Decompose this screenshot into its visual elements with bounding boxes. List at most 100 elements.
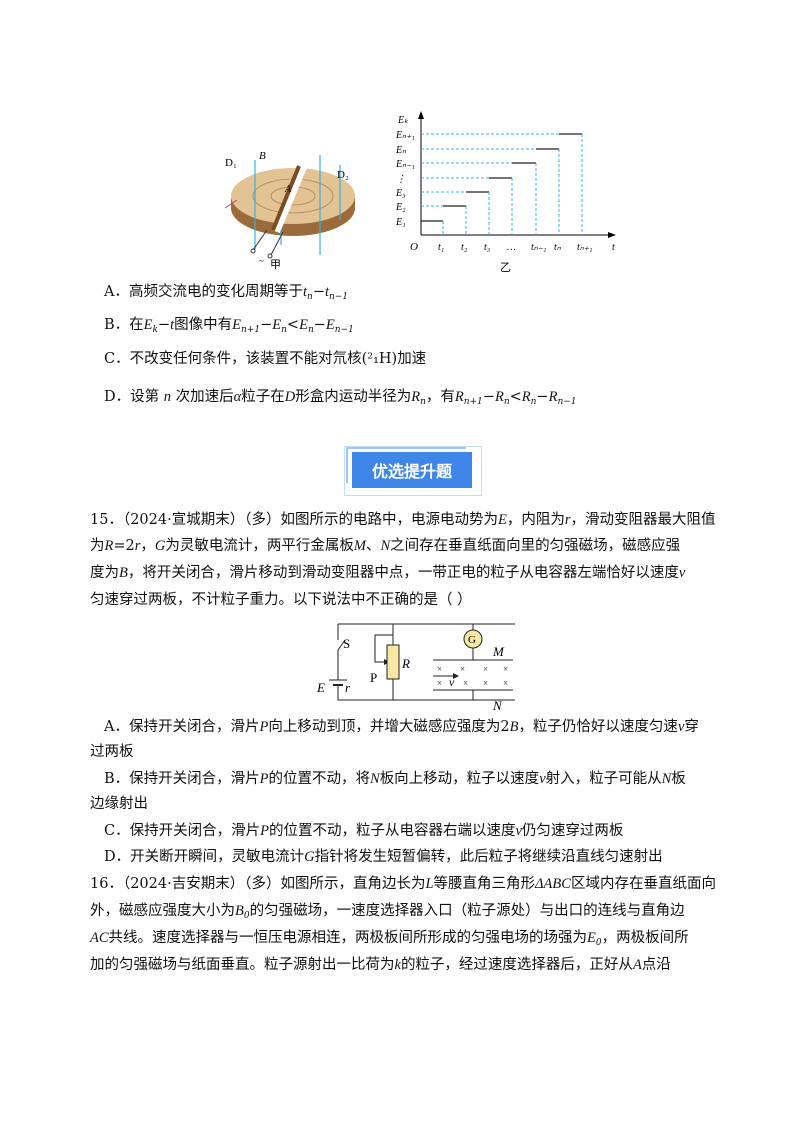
q14-option-4: D．设第 n 次加速后α粒子在D形盒内运动半径为Rn，有Rn+1−Rn<Rn−R… xyxy=(104,387,577,412)
text-segment: n xyxy=(307,292,313,302)
text-segment: E xyxy=(325,317,335,333)
text-segment: n−1 xyxy=(334,325,354,335)
text-segment: < xyxy=(509,389,522,405)
text-segment: n xyxy=(163,389,171,405)
text-segment: G xyxy=(304,849,315,865)
text-segment: 次加速后 xyxy=(170,389,234,405)
q16-line-1: 16．（2024·吉安期末）（多）如图所示，直角边长为L等腰直角三角形ΔABC区… xyxy=(90,874,716,894)
text-segment: − xyxy=(313,317,326,333)
text-segment: k xyxy=(152,325,158,335)
section-badge: 优选提升题 xyxy=(352,452,472,488)
text-segment: R xyxy=(494,389,504,405)
text-segment: 粒子在 xyxy=(241,389,285,405)
text-segment: E xyxy=(232,317,242,333)
text-segment: E xyxy=(497,512,507,528)
q16-line-4: 加的匀强磁场与纸面垂直。粒子源射出一比荷为k的粒子，经过速度选择器后，正好从A点… xyxy=(90,955,671,975)
text-segment: 外，磁感应强度大小为 xyxy=(90,903,235,919)
text-segment: n xyxy=(307,325,314,335)
text-segment: N xyxy=(370,771,380,787)
text-segment: r xyxy=(134,538,141,554)
q14-option-1: A．高频交流电的变化周期等于tn−tn−1 xyxy=(104,282,348,307)
label-d2: D₂ xyxy=(337,169,349,181)
label-ac: ~ xyxy=(259,256,264,266)
text-segment: ΔABC xyxy=(535,876,571,892)
text-segment: − xyxy=(157,317,171,333)
text-segment: 等腰直角三角形 xyxy=(433,876,536,892)
text-segment: 边缘射出 xyxy=(90,796,148,812)
q16-line-2: 外，磁感应强度大小为B0的匀强磁场，一速度选择器入口（粒子源处）与出口的连线与直… xyxy=(90,901,685,926)
text-segment: − xyxy=(260,317,273,333)
text-segment: 板向上移动，粒子以速度 xyxy=(379,771,540,787)
text-segment: − xyxy=(482,389,495,405)
label-d1: D₁ xyxy=(225,157,237,169)
text-segment: 为灵敏电流计，两平行金属板 xyxy=(165,538,354,554)
text-segment: 射入，粒子可能从 xyxy=(545,771,662,787)
text-segment: n+1 xyxy=(241,325,261,335)
text-segment: r xyxy=(564,512,571,528)
text-segment: A．保持开关闭合，滑片 xyxy=(104,719,260,735)
text-segment: ，粒子仍恰好以速度匀速 xyxy=(518,719,678,735)
text-segment: 向上移动到顶，并增大磁感应强度为2 xyxy=(268,719,510,735)
text-segment: α xyxy=(233,389,242,405)
text-segment: t xyxy=(324,284,329,300)
text-segment: ，滑动变阻器最大阻值 xyxy=(570,512,716,528)
text-segment: k xyxy=(394,957,401,973)
text-segment: ，有 xyxy=(425,389,455,405)
text-segment: n xyxy=(530,397,537,407)
text-segment: P xyxy=(259,771,269,787)
text-segment: R xyxy=(411,389,421,405)
text-segment: 图像中有 xyxy=(174,317,233,333)
text-segment: AC xyxy=(90,930,109,946)
svg-text:×: × xyxy=(437,678,442,688)
q15-line-4: 匀速穿过两板，不计粒子重力。以下说法中不正确的是（ ） xyxy=(90,590,472,610)
svg-text:×: × xyxy=(437,664,442,674)
text-segment: t xyxy=(170,317,175,333)
origin-label: O xyxy=(410,241,418,253)
q15-option-1: A．保持开关闭合，滑片P向上移动到顶，并增大磁感应强度为2B，粒子仍恰好以速度匀… xyxy=(104,717,699,737)
svg-text:×: × xyxy=(460,664,465,674)
text-segment: n+1 xyxy=(463,397,483,407)
cyclotron-figure: D₁ B D₂ A ~ 甲 xyxy=(224,150,355,270)
text-segment: ，将开关闭合，滑片移动到滑动变阻器中点，一带正电的粒子从电容器左端恰好以速度 xyxy=(127,565,679,581)
text-segment: 过两板 xyxy=(90,744,134,760)
text-segment: B xyxy=(119,565,128,581)
text-segment: 指针将发生短暂偏转，此后粒子将继续沿直线匀速射出 xyxy=(314,849,663,865)
q15-option-2: 过两板 xyxy=(90,742,134,762)
text-segment: R xyxy=(454,389,464,405)
text-segment: < xyxy=(286,317,300,333)
text-segment: D xyxy=(284,389,296,405)
text-segment: t xyxy=(302,284,308,300)
text-segment: 16．（2024·吉安期末）（多）如图所示，直角边长为 xyxy=(90,876,426,892)
text-segment: A．高频交流电的变化周期等于 xyxy=(104,284,303,300)
label-s: S xyxy=(343,636,350,651)
text-segment: P xyxy=(259,719,269,735)
text-segment: 区域内存在垂直纸面向 xyxy=(570,876,716,892)
text-segment: 仍匀速穿过两板 xyxy=(521,823,624,839)
text-segment: 0 xyxy=(243,911,250,921)
text-segment: G xyxy=(154,538,166,554)
text-segment: 、 xyxy=(365,538,381,554)
text-segment: − xyxy=(312,284,325,300)
caption-yi: 乙 xyxy=(500,261,511,274)
q15-line-3: 度为B，将开关闭合，滑片移动到滑动变阻器中点，一带正电的粒子从电容器左端恰好以速… xyxy=(90,563,685,583)
text-segment: R xyxy=(521,389,531,405)
text-segment: N xyxy=(661,771,672,787)
text-segment: 板 xyxy=(671,771,686,787)
circuit-diagram: × × × × × × × × S R P G M N E r v xyxy=(316,623,515,713)
text-segment: n xyxy=(503,397,510,407)
text-segment: C．不改变任何条件，该装置不能对氘核 xyxy=(104,351,362,367)
badge-frame xyxy=(344,446,482,496)
y-tick-label: E₃ xyxy=(395,188,406,199)
text-segment: v xyxy=(515,823,522,839)
svg-text:×: × xyxy=(463,678,468,688)
text-segment: 0 xyxy=(595,938,602,948)
text-segment: (²₁H) xyxy=(361,351,398,367)
y-tick-label: Eₙ₊₁ xyxy=(395,130,415,141)
text-segment: E xyxy=(272,317,282,333)
q14-option-3: C．不改变任何条件，该装置不能对氘核(²₁H)加速 xyxy=(104,349,426,369)
q15-line-2: 为R=2r，G为灵敏电流计，两平行金属板M、N之间存在垂直纸面向里的匀强磁场，磁… xyxy=(90,536,680,556)
text-segment: D．开关断开瞬间，灵敏电流计 xyxy=(104,849,305,865)
text-segment: n−1 xyxy=(557,397,577,407)
text-segment: B．保持开关闭合，滑片 xyxy=(104,771,260,787)
label-n: N xyxy=(492,698,503,713)
